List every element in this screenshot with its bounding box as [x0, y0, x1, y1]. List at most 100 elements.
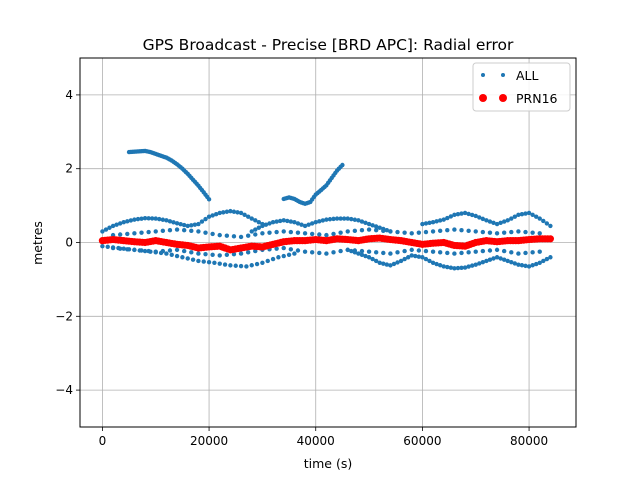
data-point-all	[317, 232, 322, 237]
data-point-all	[210, 231, 215, 237]
data-point-all	[437, 228, 443, 234]
data-point-all	[160, 228, 166, 234]
data-point-all	[210, 213, 215, 218]
data-point-all	[260, 223, 265, 229]
data-point-all	[398, 258, 404, 264]
data-point-prn16	[546, 235, 555, 243]
data-point-all	[190, 257, 196, 262]
data-point-all	[459, 211, 464, 216]
data-point-all	[416, 254, 422, 259]
data-point-all	[256, 225, 262, 230]
data-point-all	[249, 263, 254, 268]
data-point-all	[501, 248, 507, 254]
data-point-all	[377, 260, 382, 265]
data-point-all	[309, 250, 315, 255]
data-point-all	[121, 246, 126, 251]
data-point-all	[366, 255, 372, 260]
data-point-all	[153, 229, 158, 234]
data-point-all	[254, 261, 260, 267]
data-point-all	[430, 220, 436, 225]
data-point-all	[125, 247, 130, 252]
data-point-all	[217, 210, 222, 216]
data-point-all	[292, 220, 297, 225]
data-point-all	[349, 248, 354, 254]
data-point-all	[509, 229, 514, 235]
data-point-all	[125, 231, 130, 237]
data-point-all	[395, 229, 400, 235]
x-tick-label: 80000	[510, 434, 548, 448]
data-point-all	[423, 229, 429, 235]
data-point-all	[231, 251, 237, 257]
data-point-all	[281, 218, 286, 223]
data-point-all	[537, 260, 542, 265]
legend-marker-all	[501, 73, 505, 77]
data-point-all	[164, 251, 169, 256]
data-point-all	[217, 261, 222, 266]
data-point-all	[267, 221, 272, 226]
data-point-all	[541, 218, 546, 224]
data-point-all	[286, 252, 292, 257]
data-point-all	[473, 262, 478, 267]
data-point-all	[437, 263, 443, 268]
x-tick-label: 0	[99, 434, 107, 448]
data-point-all	[530, 250, 535, 255]
data-point-all	[324, 232, 329, 238]
data-point-all	[381, 261, 386, 266]
data-point-all	[541, 258, 546, 264]
data-point-all	[366, 249, 372, 254]
y-axis-label: metres	[30, 221, 45, 265]
data-point-all	[189, 250, 194, 255]
data-point-all	[512, 261, 518, 266]
data-point-all	[516, 229, 521, 234]
data-point-all	[498, 220, 503, 226]
data-point-all	[501, 230, 507, 235]
data-point-all	[505, 218, 510, 223]
data-point-all	[100, 243, 105, 249]
data-point-all	[530, 212, 535, 218]
data-point-all	[302, 231, 308, 236]
data-point-all	[423, 256, 429, 262]
data-point-all	[459, 228, 464, 233]
data-point-all	[430, 249, 436, 254]
data-point-all	[238, 263, 244, 269]
data-point-all	[530, 263, 535, 268]
data-point-all	[181, 228, 187, 233]
data-point-all	[341, 216, 347, 221]
data-point-all	[338, 248, 343, 254]
data-point-all	[519, 263, 525, 268]
data-point-all	[501, 219, 507, 224]
data-point-all	[222, 262, 228, 267]
data-point-all	[281, 253, 286, 259]
data-point-all	[452, 212, 457, 218]
data-point-all	[281, 229, 286, 234]
data-point-all	[196, 258, 201, 264]
data-point-all	[359, 252, 365, 257]
data-point-all	[171, 220, 176, 225]
data-point-all	[302, 223, 308, 229]
data-point-all	[423, 248, 429, 254]
data-point-all	[267, 230, 272, 235]
data-point-all	[409, 247, 414, 253]
data-point-all	[395, 250, 400, 255]
data-point-all	[292, 251, 297, 256]
data-point-all	[423, 221, 429, 226]
data-point-all	[512, 214, 518, 219]
data-point-all	[181, 222, 187, 228]
data-point-all	[196, 251, 201, 256]
data-point-all	[288, 247, 294, 252]
data-point-all	[295, 221, 301, 226]
data-point-all	[253, 218, 258, 223]
data-point-all	[110, 245, 116, 251]
data-point-all	[441, 217, 446, 222]
data-point-all	[233, 263, 238, 268]
data-point-all	[523, 229, 528, 235]
data-point-all	[135, 216, 141, 222]
data-point-all	[210, 252, 215, 257]
data-point-all	[228, 208, 233, 214]
data-point-all	[153, 216, 158, 221]
data-point-all	[260, 231, 265, 236]
data-point-all	[345, 216, 350, 221]
data-point-all	[146, 229, 151, 235]
data-point-all	[452, 227, 457, 232]
